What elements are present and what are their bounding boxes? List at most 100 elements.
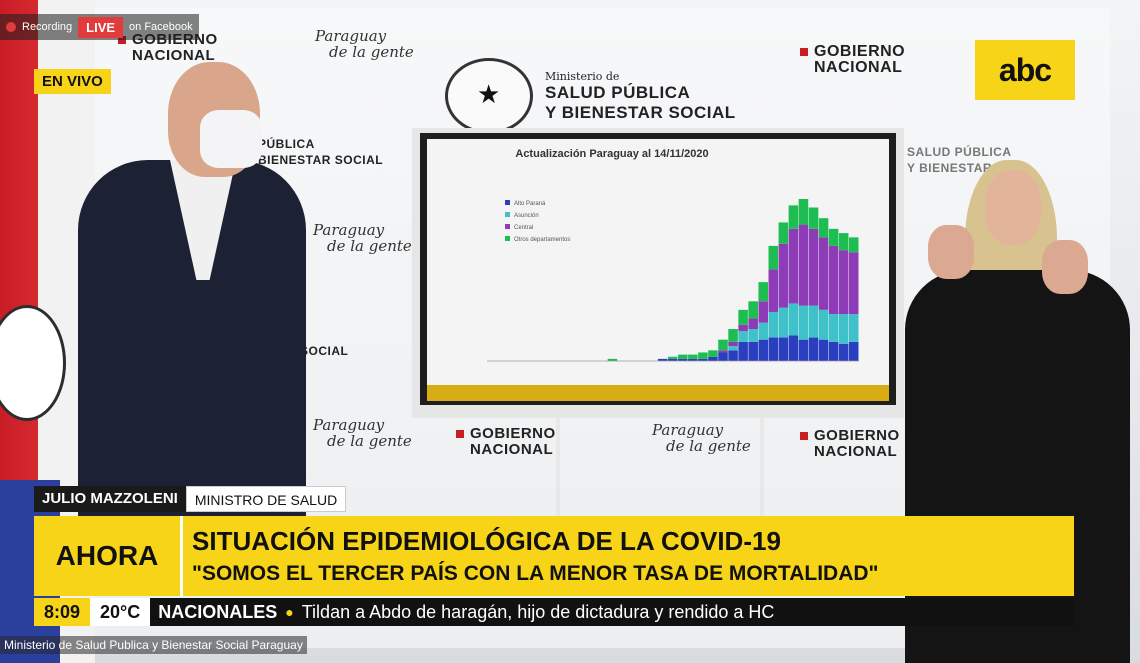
bar-segment-3-21 — [698, 352, 708, 359]
platform-label: on Facebook — [129, 21, 193, 33]
interpreter-face — [985, 170, 1041, 245]
flag-seal-icon — [0, 305, 66, 421]
paraguay-script-logo: Paraguay de la gente — [652, 421, 751, 455]
national-crest-icon: ★ — [445, 58, 533, 134]
bar-segment-3-29 — [778, 222, 789, 244]
bar-segment-2-36 — [848, 252, 859, 315]
ticker-news: Tildan a Abdo de haragán, hijo de dictad… — [301, 601, 775, 622]
ticker-section: NACIONALES — [158, 601, 278, 622]
channel-logo-text: abc — [998, 51, 1052, 88]
bar-segment-1-24 — [728, 346, 738, 351]
gobierno-logo-mid-right: GOBIERNO NACIONAL — [800, 428, 900, 460]
bar-segment-0-36 — [848, 341, 859, 361]
ministry-logo-left-partial: PÚBLICA BIENESTAR SOCIAL — [258, 137, 384, 167]
bar-segment-2-29 — [778, 243, 789, 308]
covid-cases-chart: Actualización Paraguay al 14/11/2020 Alt… — [427, 139, 889, 401]
bar-segment-2-23 — [718, 350, 728, 353]
legend-label-0: Alto Paraná — [514, 201, 546, 207]
bar-segment-0-18 — [667, 358, 678, 361]
legend-label-3: Otros departamentos — [514, 237, 570, 243]
bar-segment-1-31 — [798, 305, 809, 340]
bar-segment-0-34 — [828, 341, 839, 361]
bar-segment-3-22 — [708, 350, 718, 357]
bar-segment-3-32 — [808, 207, 819, 229]
bar-segment-2-34 — [828, 245, 839, 315]
channel-logo: abc — [975, 40, 1075, 100]
bar-segment-2-27 — [758, 301, 769, 323]
bar-segment-0-22 — [708, 356, 718, 361]
bar-segment-3-36 — [848, 237, 859, 253]
legend-label-2: Central — [514, 225, 533, 231]
bar-segment-0-26 — [748, 341, 758, 361]
bar-segment-3-30 — [788, 205, 799, 229]
chart-bars — [487, 199, 859, 362]
bar-segment-1-34 — [828, 314, 839, 342]
bar-segment-0-21 — [698, 358, 708, 361]
interpreter-hand-right — [1042, 240, 1088, 294]
bar-segment-3-23 — [718, 339, 728, 351]
bar-segment-3-27 — [758, 282, 769, 302]
display-stand — [556, 418, 764, 522]
bar-segment-0-28 — [768, 337, 779, 361]
bar-segment-0-23 — [718, 352, 728, 361]
gobierno-logo-mid: GOBIERNO NACIONAL — [456, 426, 556, 458]
speaker-name: JULIO MAZZOLENI — [34, 486, 186, 512]
bar-segment-1-36 — [848, 314, 859, 342]
bar-segment-0-30 — [788, 335, 799, 361]
bar-segment-3-20 — [688, 354, 698, 359]
bar-segment-0-33 — [818, 339, 829, 361]
bar-segment-1-27 — [758, 322, 769, 340]
bar-segment-2-24 — [728, 341, 738, 347]
paraguay-script-logo: Paraguay de la gente — [315, 27, 414, 61]
legend-swatch-0 — [505, 200, 510, 205]
bar-segment-0-24 — [728, 350, 738, 361]
bar-segment-3-12 — [607, 358, 618, 361]
bar-segment-1-35 — [838, 314, 849, 344]
legend-swatch-2 — [505, 224, 510, 229]
recording-indicator: Recording LIVE on Facebook — [0, 14, 199, 40]
chart-legend: Alto Paraná Asunción Central Otros departam… — [505, 200, 570, 243]
ministry-logo-mid-partial: SOCIAL — [300, 344, 349, 358]
bar-segment-1-29 — [778, 307, 789, 338]
lower-third: AHORA SITUACIÓN EPIDEMIOLÓGICA DE LA COV… — [34, 516, 1074, 596]
bar-segment-3-31 — [798, 199, 809, 225]
bar-segment-3-26 — [748, 301, 758, 319]
bar-segment-2-30 — [788, 228, 799, 304]
paraguay-script-logo: Paraguay de la gente — [313, 221, 412, 255]
bar-segment-2-28 — [768, 269, 779, 312]
record-dot-icon — [6, 22, 16, 32]
subheadline: "SOMOS EL TERCER PAÍS CON LA MENOR TASA … — [192, 562, 879, 585]
bar-segment-0-35 — [838, 343, 849, 361]
bar-segment-0-19 — [678, 358, 688, 361]
face-mask — [200, 110, 262, 168]
bar-segment-1-32 — [808, 305, 819, 338]
bar-segment-3-28 — [768, 245, 779, 270]
bar-segment-2-33 — [818, 237, 829, 310]
bar-segment-2-31 — [798, 224, 809, 306]
bar-segment-1-28 — [768, 311, 779, 338]
bar-segment-3-25 — [738, 309, 748, 325]
bar-segment-1-26 — [748, 329, 758, 342]
legend-label-1: Asunción — [514, 213, 539, 219]
bar-segment-2-25 — [738, 324, 748, 332]
bullet-icon: ● — [285, 604, 294, 620]
gobierno-logo-top-right: GOBIERNO NACIONAL — [800, 44, 905, 76]
bar-segment-3-33 — [818, 218, 829, 238]
speaker-nameplate: JULIO MAZZOLENI MINISTRO DE SALUD — [34, 486, 347, 512]
headline: SITUACIÓN EPIDEMIOLÓGICA DE LA COVID-19 — [192, 526, 781, 556]
source-credit: Ministerio de Salud Publica y Bienestar … — [0, 636, 307, 654]
temperature: 20°C — [90, 598, 151, 626]
bar-segment-0-31 — [798, 339, 809, 361]
sign-language-interpreter — [905, 270, 1130, 663]
bar-segment-2-35 — [838, 250, 849, 315]
bar-segment-2-32 — [808, 228, 819, 306]
bar-segment-3-24 — [728, 329, 738, 342]
legend-swatch-1 — [505, 212, 510, 217]
clock: 8:09 — [34, 598, 91, 626]
bar-segment-3-35 — [838, 233, 849, 251]
en-vivo-badge: EN VIVO — [34, 69, 111, 94]
speaker-role: MINISTRO DE SALUD — [185, 486, 347, 512]
bar-segment-3-34 — [828, 228, 839, 246]
news-ticker: 8:09 20°C NACIONALES ● Tildan a Abdo de … — [34, 598, 1074, 626]
